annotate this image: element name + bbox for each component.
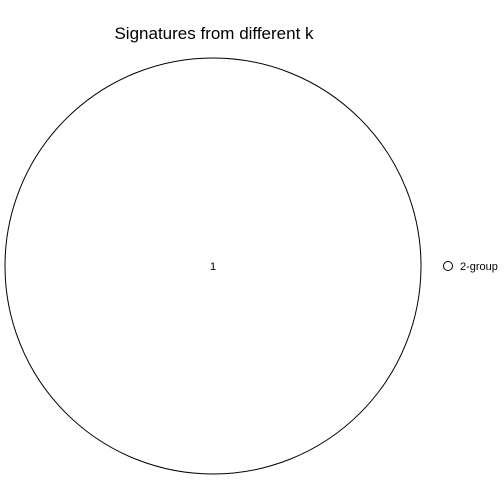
legend-marker	[443, 261, 453, 271]
legend: 2-group	[443, 261, 498, 273]
venn-sets	[4, 57, 422, 475]
region-count-label: 1	[210, 261, 216, 273]
venn-circle-2-group	[4, 57, 422, 475]
chart-title: Signatures from different k	[114, 24, 314, 43]
venn-region-labels: 1	[210, 261, 216, 273]
legend-label: 2-group	[460, 261, 498, 273]
